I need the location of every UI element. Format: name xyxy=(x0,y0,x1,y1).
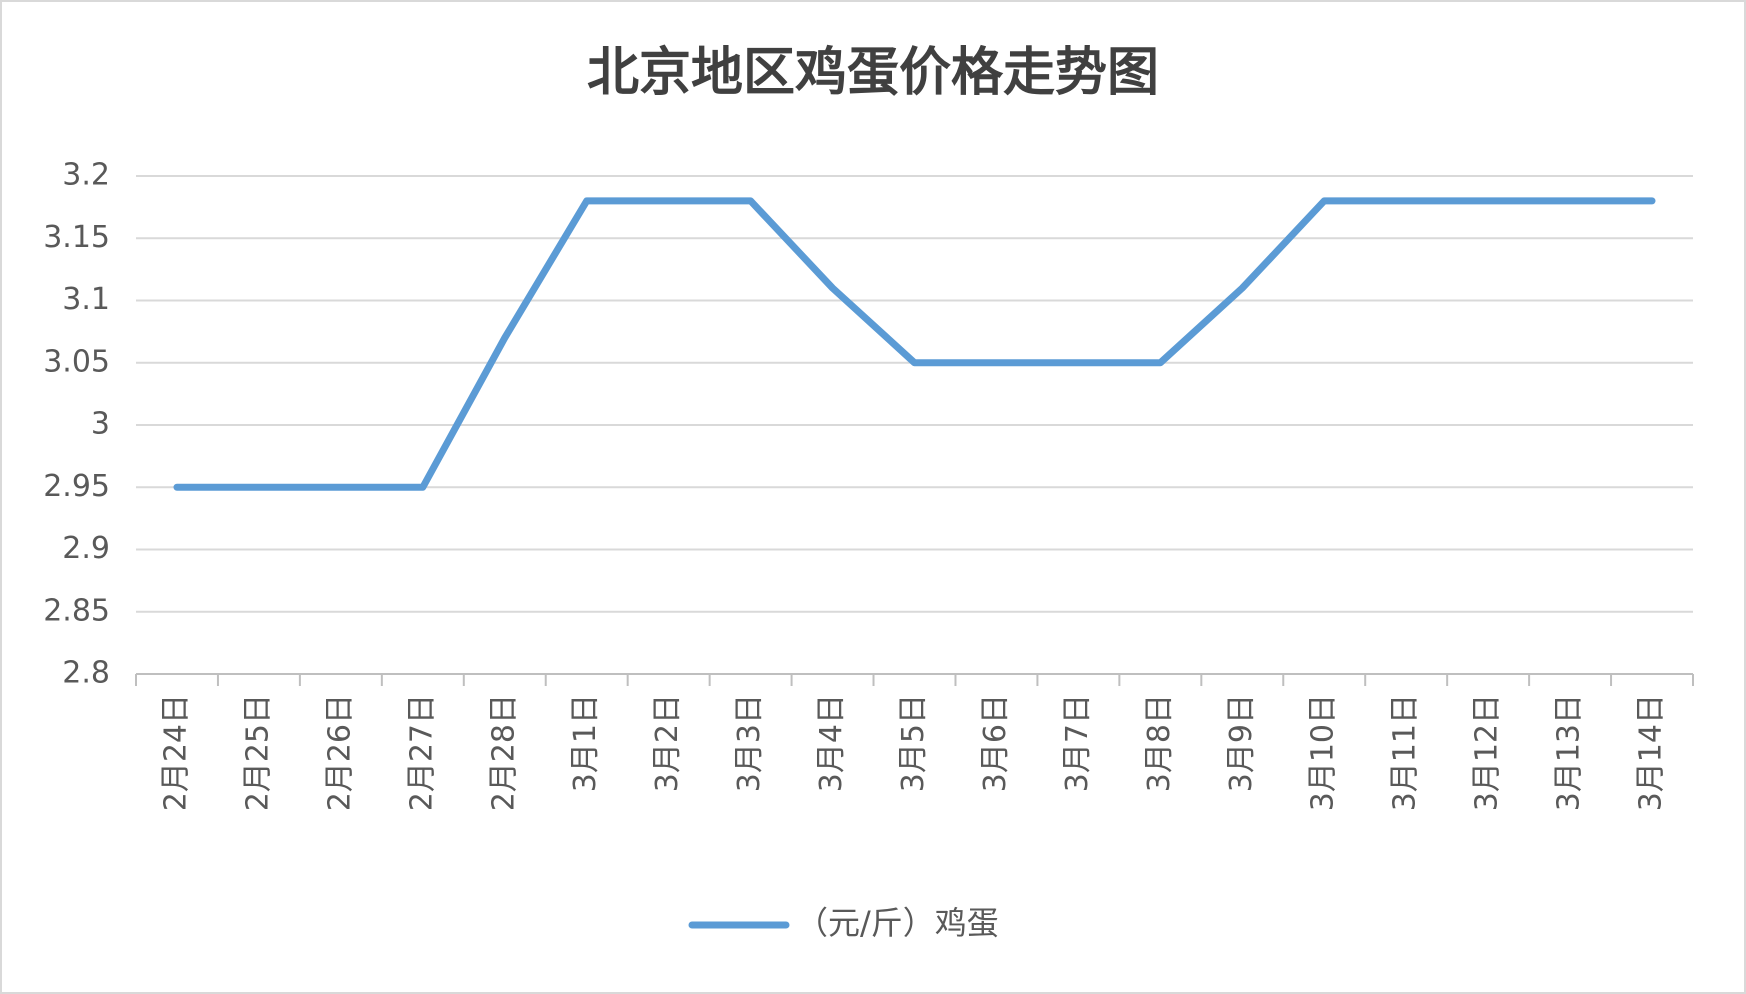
y-tick-label: 2.85 xyxy=(43,593,110,628)
x-tick-label: 2月24日 xyxy=(158,694,193,811)
x-tick-label: 3月9日 xyxy=(1224,694,1259,792)
x-tick-label: 3月10日 xyxy=(1306,694,1341,811)
x-tick-label: 3月1日 xyxy=(568,694,603,792)
y-tick-label: 3.05 xyxy=(43,344,110,379)
x-tick-label: 3月8日 xyxy=(1142,694,1177,792)
line-series xyxy=(173,197,1656,491)
x-tick-label: 3月13日 xyxy=(1552,694,1587,811)
x-tick-label: 2月25日 xyxy=(240,694,275,811)
x-tick-label: 2月26日 xyxy=(322,694,357,811)
y-tick-label: 3.15 xyxy=(43,220,110,255)
x-tick-label: 3月12日 xyxy=(1470,694,1505,811)
y-tick-label: 3.2 xyxy=(62,158,110,193)
x-tick-label: 2月27日 xyxy=(404,694,439,811)
x-tick-label: 2月28日 xyxy=(486,694,521,811)
y-tick-label: 2.8 xyxy=(62,656,110,691)
x-tick-label: 3月3日 xyxy=(732,694,767,792)
x-tick-label: 3月6日 xyxy=(978,694,1013,792)
x-tick-label: 3月11日 xyxy=(1388,694,1423,811)
x-tick-label: 3月14日 xyxy=(1634,694,1669,811)
y-tick-label: 3.1 xyxy=(62,282,110,317)
x-tick-label: 3月5日 xyxy=(896,694,931,792)
y-tick-label: 2.9 xyxy=(62,531,110,566)
x-tick-label: 3月7日 xyxy=(1060,694,1095,792)
y-tick-label: 2.95 xyxy=(43,469,110,504)
chart-title: 北京地区鸡蛋价格走势图 xyxy=(587,43,1159,103)
x-tick-label: 3月2日 xyxy=(650,694,685,792)
legend-label: （元/斤）鸡蛋 xyxy=(796,904,999,942)
y-tick-label: 3 xyxy=(91,407,110,442)
x-tick-label: 3月4日 xyxy=(814,694,849,792)
